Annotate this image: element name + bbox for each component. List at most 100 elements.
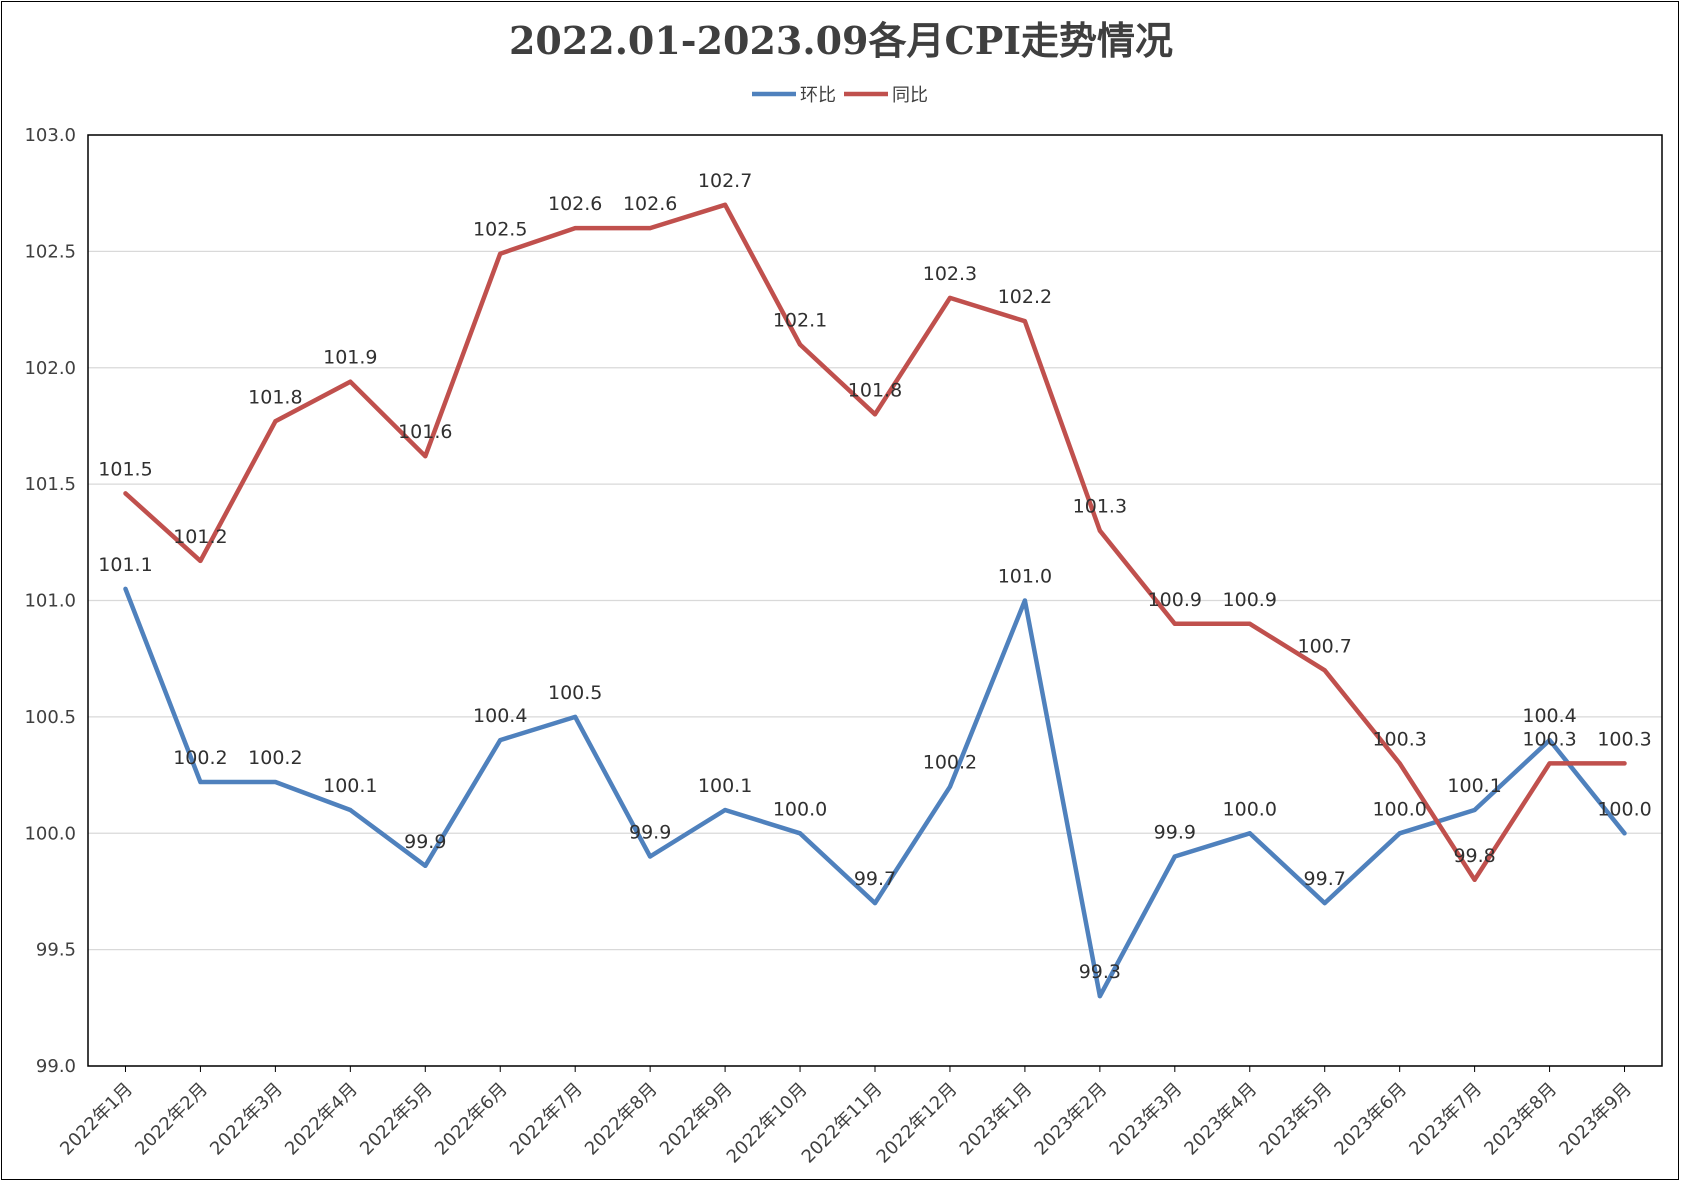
data-label: 102.6 bbox=[623, 193, 677, 215]
data-label: 100.3 bbox=[1597, 728, 1651, 750]
data-point bbox=[573, 226, 578, 231]
y-axis-ticks: 99.0 99.5 100.0 100.5 101.0 101.5 102.0 102.5 10… bbox=[24, 125, 76, 1077]
data-point bbox=[947, 784, 952, 789]
data-label: 100.7 bbox=[1298, 635, 1352, 657]
data-point bbox=[1247, 831, 1252, 836]
data-label: 100.0 bbox=[1597, 798, 1651, 820]
data-label: 99.9 bbox=[1154, 822, 1196, 844]
x-tick-label: 2022年5月 bbox=[356, 1079, 437, 1160]
data-label: 100.5 bbox=[548, 682, 602, 704]
x-tick-label: 2022年6月 bbox=[431, 1079, 512, 1160]
data-point bbox=[873, 901, 877, 906]
data-point bbox=[273, 780, 278, 785]
data-point bbox=[648, 226, 653, 231]
chart-title: 2022.01-2023.09各月CPI走势情况 bbox=[508, 18, 1174, 63]
data-label: 101.8 bbox=[848, 379, 902, 401]
y-tick-label: 102.0 bbox=[24, 358, 76, 379]
data-label: 102.1 bbox=[773, 309, 827, 331]
data-point bbox=[1322, 668, 1327, 673]
data-point bbox=[1397, 761, 1402, 766]
data-point bbox=[348, 379, 353, 384]
data-point bbox=[1097, 528, 1102, 533]
data-point bbox=[198, 558, 203, 563]
x-tick-label: 2023年4月 bbox=[1180, 1079, 1261, 1160]
data-label: 100.4 bbox=[1522, 705, 1576, 727]
x-tick-label: 2022年2月 bbox=[131, 1079, 212, 1160]
data-point bbox=[498, 738, 503, 743]
data-point bbox=[348, 807, 353, 812]
y-tick-label: 100.0 bbox=[24, 823, 76, 844]
data-label: 100.3 bbox=[1522, 728, 1576, 750]
data-point bbox=[798, 831, 803, 836]
x-tick-label: 2022年8月 bbox=[581, 1079, 662, 1160]
data-point bbox=[1022, 319, 1027, 324]
data-label: 101.9 bbox=[323, 347, 377, 369]
data-label: 102.7 bbox=[698, 170, 752, 192]
data-label: 100.0 bbox=[773, 798, 827, 820]
data-label: 101.5 bbox=[98, 458, 152, 480]
data-label: 99.7 bbox=[1304, 868, 1346, 890]
x-tick-label: 2023年8月 bbox=[1480, 1079, 1561, 1160]
data-point bbox=[947, 295, 952, 300]
data-label: 100.0 bbox=[1223, 798, 1277, 820]
data-label: 100.2 bbox=[248, 747, 302, 769]
x-tick-label: 2022年9月 bbox=[656, 1079, 737, 1160]
y-tick-label: 100.5 bbox=[24, 707, 76, 728]
data-label: 101.3 bbox=[1073, 496, 1127, 518]
data-label: 100.1 bbox=[1447, 775, 1501, 797]
data-label: 102.2 bbox=[998, 286, 1052, 308]
data-point bbox=[1397, 831, 1402, 836]
data-point bbox=[1622, 831, 1627, 836]
data-point bbox=[123, 586, 128, 591]
data-label: 100.3 bbox=[1372, 728, 1426, 750]
data-point bbox=[1622, 761, 1627, 766]
data-label: 99.7 bbox=[854, 868, 896, 890]
data-label: 100.2 bbox=[173, 747, 227, 769]
data-label: 102.6 bbox=[548, 193, 602, 215]
x-tick-label: 2023年5月 bbox=[1255, 1079, 1336, 1160]
data-label: 102.5 bbox=[473, 219, 527, 241]
data-label: 101.8 bbox=[248, 386, 302, 408]
x-tick-label: 2023年3月 bbox=[1106, 1079, 1187, 1160]
x-tick-label: 2023年2月 bbox=[1031, 1079, 1112, 1160]
data-point bbox=[498, 251, 503, 256]
data-label: 100.0 bbox=[1372, 798, 1426, 820]
data-point bbox=[423, 454, 428, 459]
data-point bbox=[1097, 994, 1102, 999]
y-tick-label: 101.5 bbox=[24, 474, 76, 495]
x-tick-label: 2023年7月 bbox=[1405, 1079, 1486, 1160]
data-label: 99.9 bbox=[404, 831, 446, 853]
x-tick-label: 2022年7月 bbox=[506, 1079, 587, 1160]
data-point bbox=[1172, 854, 1177, 859]
data-point bbox=[873, 412, 877, 417]
data-point bbox=[423, 863, 428, 868]
data-point bbox=[648, 854, 653, 859]
data-point bbox=[198, 780, 203, 785]
data-point bbox=[573, 714, 578, 719]
legend-label: 同比 bbox=[892, 85, 928, 106]
data-label: 100.1 bbox=[323, 775, 377, 797]
data-point bbox=[123, 491, 128, 496]
data-point bbox=[1472, 807, 1477, 812]
data-label: 100.9 bbox=[1223, 589, 1277, 611]
series-lines bbox=[123, 202, 1627, 999]
data-point bbox=[1547, 761, 1552, 766]
data-point bbox=[273, 419, 278, 424]
legend: 环比 同比 bbox=[752, 85, 928, 106]
y-tick-label: 101.0 bbox=[24, 591, 76, 612]
data-point bbox=[723, 807, 728, 812]
data-label: 100.2 bbox=[923, 752, 977, 774]
data-label: 99.3 bbox=[1079, 961, 1121, 983]
data-label: 102.3 bbox=[923, 263, 977, 285]
data-point bbox=[1472, 877, 1477, 882]
data-label: 100.9 bbox=[1148, 589, 1202, 611]
data-label: 101.6 bbox=[398, 421, 452, 443]
x-tick-label: 2023年6月 bbox=[1330, 1079, 1411, 1160]
x-axis-ticks: 2022年1月2022年2月2022年3月2022年4月2022年5月2022年… bbox=[56, 1066, 1636, 1168]
x-tick-label: 2023年9月 bbox=[1555, 1079, 1636, 1160]
data-point bbox=[723, 202, 728, 207]
y-tick-label: 99.0 bbox=[36, 1056, 76, 1077]
data-labels: 101.1 100.2 100.2 100.1 99.9 100.4 100.5 99.9 10… bbox=[98, 170, 1651, 983]
